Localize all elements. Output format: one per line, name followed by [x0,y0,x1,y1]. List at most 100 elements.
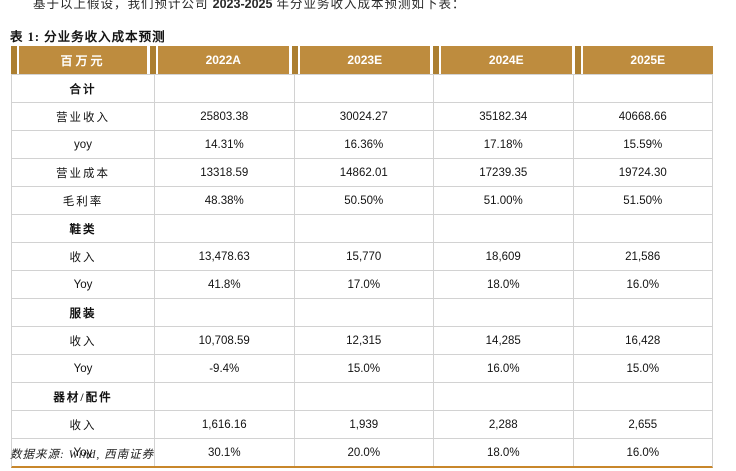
value-cell: 14.31% [155,131,295,158]
row-label: yoy [12,131,155,158]
table-row: Yoy -9.4% 15.0% 16.0% 15.0% [12,355,712,383]
table-row: 收入 10,708.59 12,315 14,285 16,428 [12,327,712,355]
header-accent-strip [150,46,156,74]
value-cell: 40668.66 [618,110,667,123]
table-row: 毛利率 48.38% 50.50% 51.00% 51.50% [12,187,712,215]
value-cell: 10,708.59 [155,327,295,354]
value-cell: 13318.59 [155,159,295,186]
value-cell: 25803.38 [155,103,295,130]
value-cell [574,215,713,242]
row-label: 毛利率 [12,187,155,214]
value-cell [295,75,434,102]
table-body: 合计 营业收入 25803.38 30024.27 35182.34 40668.66 yo… [11,74,713,468]
value-cell: 19724.30 [618,166,667,179]
row-label: 鞋类 [12,215,155,242]
value-cell: -9.4% [155,355,295,382]
value-cell [574,75,713,102]
data-source-footnote: 数据来源: Wind, 西南证券 [10,449,155,461]
value-cell: 14,285 [434,327,574,354]
value-cell: 16.0% [626,446,660,459]
table-header-row: 百万元 2022A 2023E 2024E 2025E [11,46,713,74]
value-cell [434,383,574,410]
value-cell: 16.36% [295,131,434,158]
row-label: 服装 [12,299,155,326]
value-cell: 30024.27 [295,103,434,130]
forecast-table: 百万元 2022A 2023E 2024E 2025E 合计 营业收入 25803.38 30… [11,46,713,468]
row-label: 收入 [12,411,155,438]
value-cell [574,299,713,326]
value-cell: 51.00% [434,187,574,214]
row-label: 收入 [12,327,155,354]
value-cell [434,299,574,326]
value-cell: 51.50% [623,194,663,207]
row-label: 合计 [12,75,155,102]
table-section-row: 鞋类 [12,215,712,243]
row-label: Yoy [12,355,155,382]
table-row: 营业成本 13318.59 14862.01 17239.35 19724.30 [12,159,712,187]
value-cell [155,299,295,326]
value-cell: 16.0% [434,355,574,382]
header-year-cell: 2024E [441,46,572,74]
value-cell: 17.0% [295,271,434,298]
header-accent-strip [291,46,298,74]
header-unit-cell: 百万元 [19,46,147,74]
table-section-row: 器材/配件 [12,383,712,411]
value-cell: 20.0% [295,439,434,466]
value-cell [295,383,434,410]
value-cell [574,383,713,410]
value-cell: 18,609 [434,243,574,270]
value-cell: 48.38% [155,187,295,214]
header-year-cell: 2022A [158,46,289,74]
table-row: Yoy 41.8% 17.0% 18.0% 16.0% [12,271,712,299]
row-label: Yoy [12,439,155,466]
value-cell [434,215,574,242]
value-cell: 30.1% [155,439,295,466]
value-cell: 1,939 [295,411,434,438]
table-section-row: 服装 [12,299,712,327]
row-label: 营业成本 [12,159,155,186]
header-year-cell: 2023E [299,46,430,74]
value-cell: 41.8% [155,271,295,298]
value-cell: 13,478.63 [155,243,295,270]
value-cell: 17.18% [434,131,574,158]
table-row: 收入 1,616.16 1,939 2,288 2,655 [12,411,712,439]
row-label: Yoy [12,271,155,298]
clipped-paragraph-suffix: 年分业务收入成本预测如下表： [272,0,466,11]
value-cell: 50.50% [295,187,434,214]
header-accent-strip [433,46,439,74]
value-cell [295,299,434,326]
value-cell [295,215,434,242]
clipped-paragraph: 基于以上假设，我们预计公司 2023-2025 年分业务收入成本预测如下表： [33,0,466,12]
value-cell: 15.0% [295,355,434,382]
value-cell: 16.0% [626,278,660,291]
value-cell: 18.0% [434,439,574,466]
table-row: 营业收入 25803.38 30024.27 35182.34 40668.66 [12,103,712,131]
header-year-cell: 2025E [582,46,713,74]
row-label: 器材/配件 [12,383,155,410]
value-cell: 17239.35 [434,159,574,186]
value-cell [155,75,295,102]
table-row: 收入 13,478.63 15,770 18,609 21,586 [12,243,712,271]
value-cell: 1,616.16 [155,411,295,438]
clipped-paragraph-prefix: 基于以上假设，我们预计公司 [33,0,213,11]
table-row: yoy 14.31% 16.36% 17.18% 15.59% [12,131,712,159]
clipped-paragraph-years: 2023-2025 [212,0,273,11]
header-accent-strip [574,46,581,74]
value-cell: 14862.01 [295,159,434,186]
value-cell: 12,315 [295,327,434,354]
value-cell: 15,770 [295,243,434,270]
row-label: 营业收入 [12,103,155,130]
value-cell: 15.0% [626,362,660,375]
value-cell: 15.59% [623,138,663,151]
value-cell: 35182.34 [434,103,574,130]
value-cell: 2,288 [434,411,574,438]
value-cell [155,215,295,242]
table-title: 表 1: 分业务收入成本预测 [10,30,166,44]
header-accent-strip [11,46,17,74]
row-label: 收入 [12,243,155,270]
value-cell: 2,655 [628,418,658,431]
value-cell [155,383,295,410]
table-row: Yoy 30.1% 20.0% 18.0% 16.0% [12,439,712,466]
value-cell [434,75,574,102]
